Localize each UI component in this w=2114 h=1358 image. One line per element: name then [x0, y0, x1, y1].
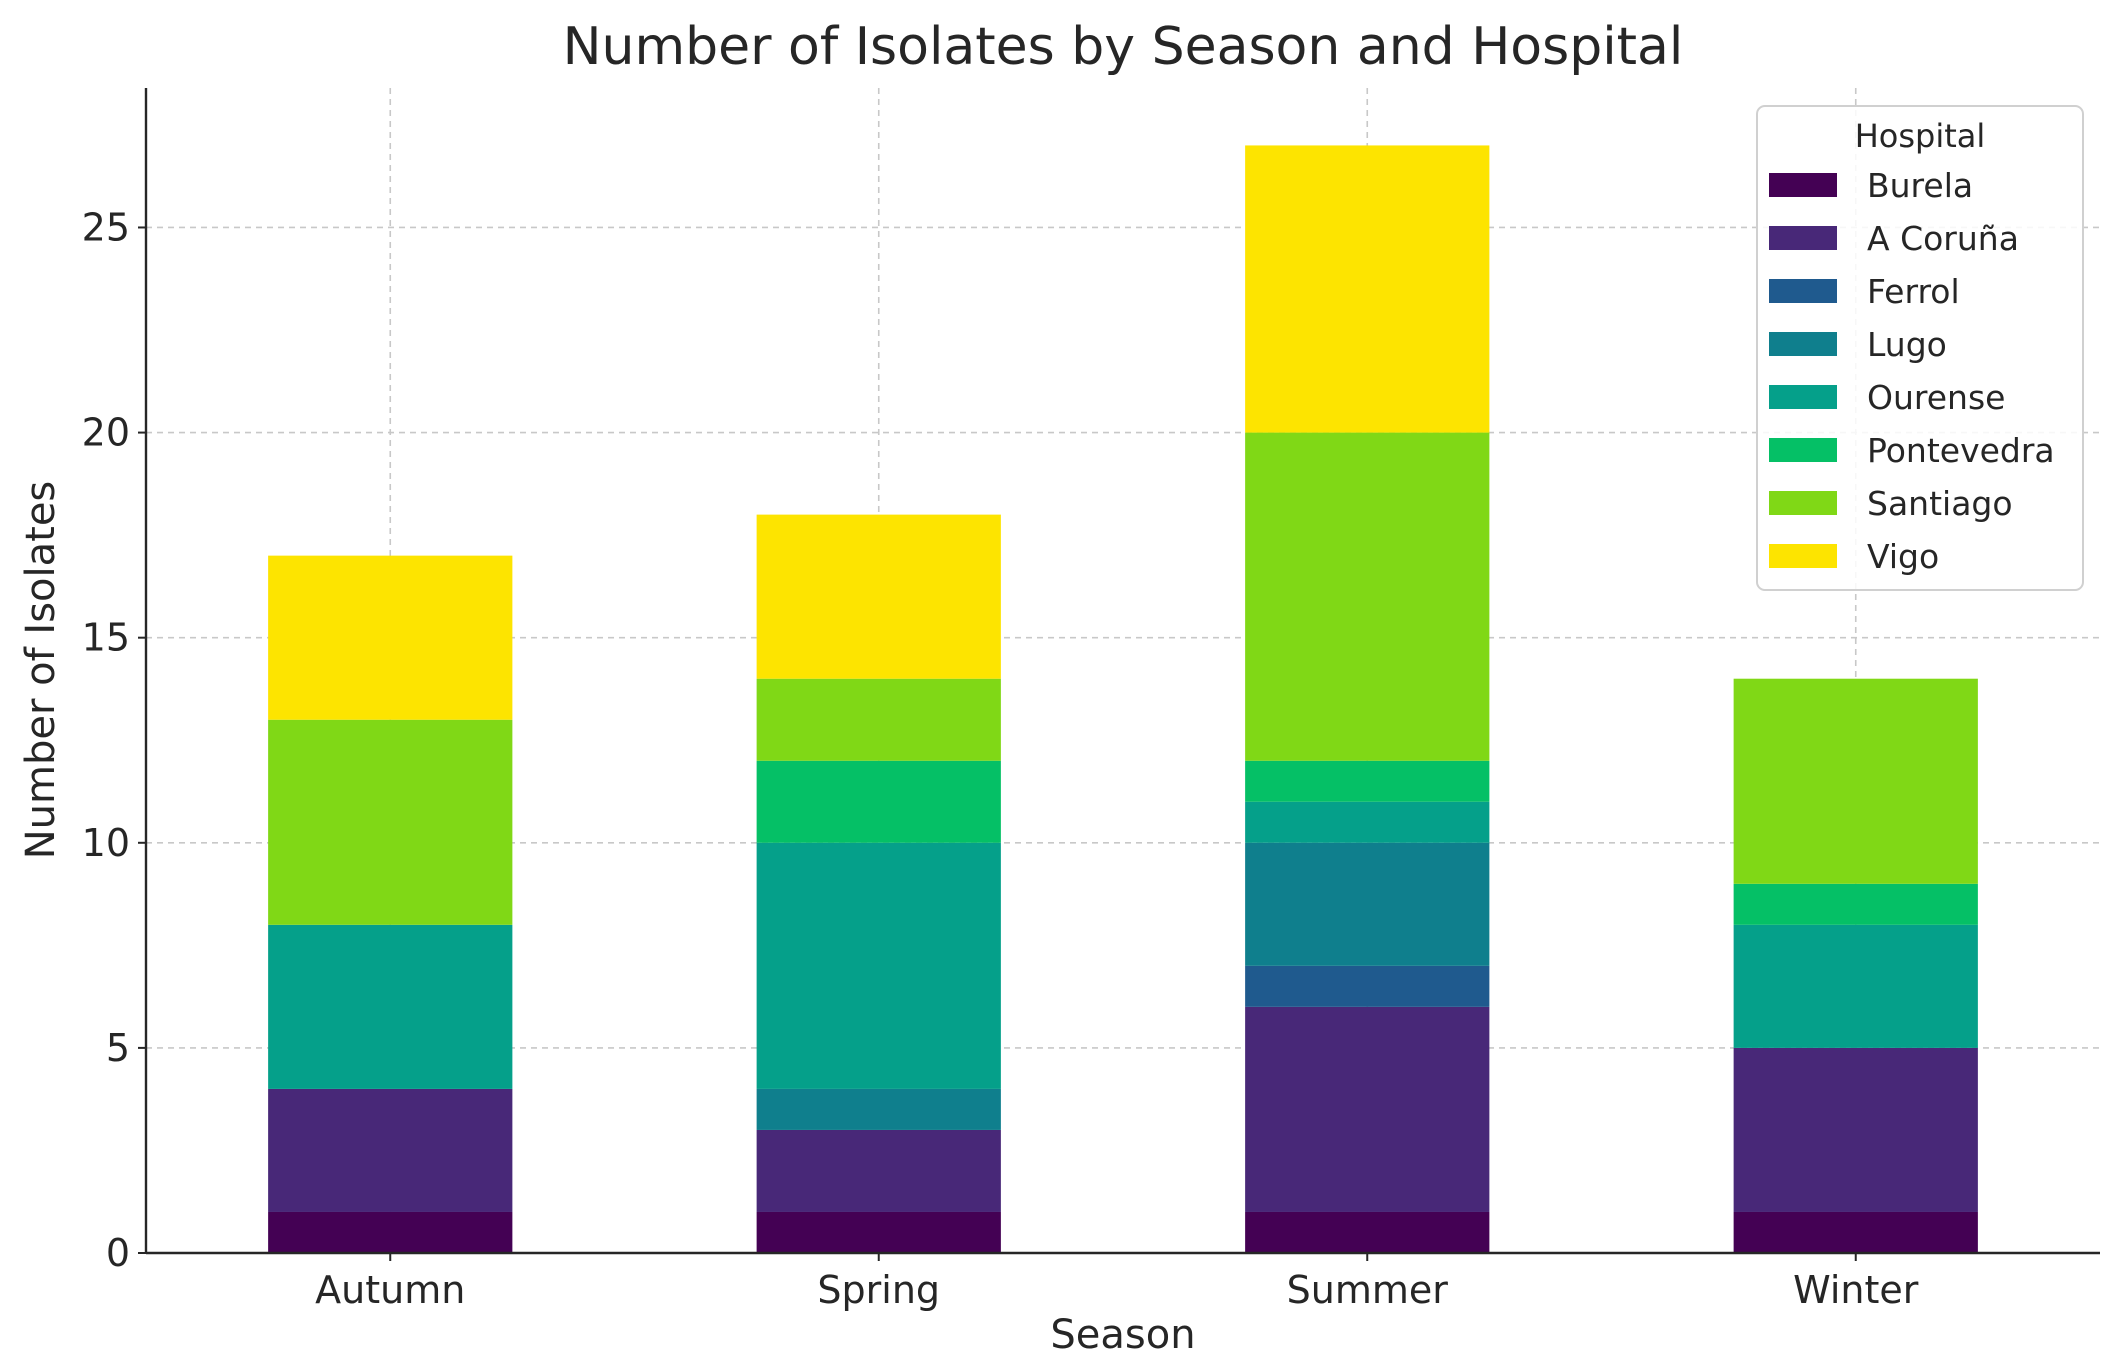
bar-segment	[268, 555, 513, 720]
legend-swatch	[1769, 332, 1837, 356]
x-tick-label: Spring	[817, 1268, 940, 1312]
bar-segment	[268, 719, 513, 925]
legend-swatch	[1769, 279, 1837, 303]
bar-segment	[1733, 924, 1978, 1048]
legend-swatch	[1769, 491, 1837, 515]
bar-segment	[268, 924, 513, 1089]
bar-segment	[1733, 1047, 1978, 1212]
bar-segment	[1733, 678, 1978, 884]
legend-title: Hospital	[1855, 117, 1986, 155]
bars	[268, 145, 1978, 1253]
y-tick-label: 15	[82, 616, 130, 660]
legend-swatch	[1769, 385, 1837, 409]
legend-label: Pontevedra	[1867, 431, 2055, 470]
bar-segment	[756, 678, 1001, 761]
tick-labels: 0 5 10 15 20 25 Autumn Spring Summer Winter	[82, 205, 1919, 1312]
y-tick-label: 20	[82, 411, 130, 455]
x-tick-label: Autumn	[315, 1268, 465, 1312]
bar-segment	[1245, 760, 1490, 802]
bar-segment	[268, 1211, 513, 1253]
bar-segment	[1245, 432, 1490, 761]
bar-segment	[1245, 801, 1490, 843]
bar-segment	[1245, 965, 1490, 1007]
legend-label: Burela	[1867, 166, 1973, 205]
bar-segment	[1245, 1211, 1490, 1253]
bar-segment	[1245, 1006, 1490, 1212]
bar-segment	[756, 514, 1001, 679]
bar-segment	[1245, 842, 1490, 966]
legend-label: Vigo	[1867, 537, 1939, 576]
x-tick-label: Winter	[1793, 1268, 1919, 1312]
legend-swatch	[1769, 544, 1837, 568]
legend-label: A Coruña	[1867, 219, 2019, 258]
bar-segment	[756, 1088, 1001, 1130]
legend: Hospital Burela A Coruña Ferrol Lugo Ourense…	[1756, 105, 2084, 591]
legend-items: Burela A Coruña Ferrol Lugo Ourense Pontevedr…	[1769, 166, 2055, 576]
bar-segment	[1245, 145, 1490, 433]
legend-swatch	[1769, 438, 1837, 462]
legend-label: Lugo	[1867, 325, 1947, 364]
y-axis-label: Number of Isolates	[18, 481, 64, 860]
bar-segment	[1733, 883, 1978, 925]
bar-segment	[756, 1129, 1001, 1212]
y-tick-label: 5	[106, 1026, 130, 1070]
x-tick-label: Summer	[1287, 1268, 1449, 1312]
bar-segment	[1733, 1211, 1978, 1253]
y-tick-label: 0	[106, 1231, 130, 1275]
legend-label: Ferrol	[1867, 272, 1960, 311]
bar-segment	[756, 760, 1001, 843]
bar-segment	[756, 1211, 1001, 1253]
x-axis-label: Season	[1050, 1312, 1195, 1358]
legend-box	[1756, 105, 2084, 591]
legend-swatch	[1769, 173, 1837, 197]
axes	[144, 88, 2100, 1255]
chart-title: Number of Isolates by Season and Hospita…	[563, 17, 1684, 77]
legend-swatch	[1769, 226, 1837, 250]
bar-segment	[268, 1088, 513, 1212]
y-tick-label: 25	[82, 205, 130, 249]
legend-label: Ourense	[1867, 378, 2005, 417]
bar-segment	[756, 842, 1001, 1089]
y-tick-label: 10	[82, 821, 130, 865]
legend-label: Santiago	[1867, 484, 2013, 523]
